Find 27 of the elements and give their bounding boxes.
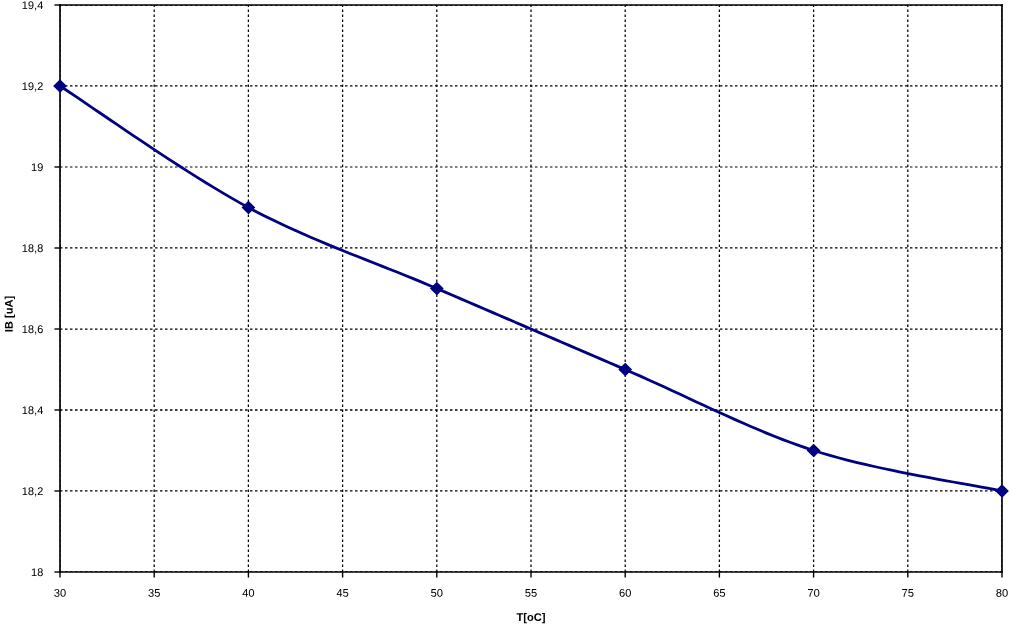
x-tick-label: 70 — [807, 588, 820, 597]
x-tick-label: 30 — [54, 588, 66, 597]
y-tick-label: 18,2 — [22, 487, 43, 497]
x-tick-label: 35 — [148, 588, 160, 597]
x-tick-label: 45 — [336, 589, 349, 597]
x-tick-label: 55 — [525, 589, 537, 597]
x-axis-title: T[oC] — [516, 612, 545, 624]
x-tick-label: 40 — [242, 588, 255, 597]
y-tick-label: 19,2 — [22, 82, 43, 92]
y-tick-label: 18,4 — [22, 406, 44, 416]
y-tick-label: 18 — [31, 568, 43, 577]
x-tick-label: 50 — [431, 588, 443, 597]
y-tick-label: 19 — [31, 163, 43, 172]
y-axis-title: IB [uA] — [4, 296, 15, 332]
point — [807, 443, 821, 458]
x-tick-label: 65 — [713, 588, 726, 597]
y-tick-label: 19,4 — [22, 1, 44, 11]
point — [995, 484, 1009, 498]
point — [430, 281, 444, 296]
x-tick-label: 80 — [996, 588, 1008, 597]
x-tick-label: 60 — [619, 588, 631, 597]
point — [618, 362, 632, 377]
y-tick-label: 18,6 — [22, 325, 43, 335]
y-tick-label: 18,8 — [22, 244, 43, 254]
x-tick-label: 75 — [902, 589, 914, 597]
point — [241, 200, 255, 215]
point — [53, 79, 67, 93]
